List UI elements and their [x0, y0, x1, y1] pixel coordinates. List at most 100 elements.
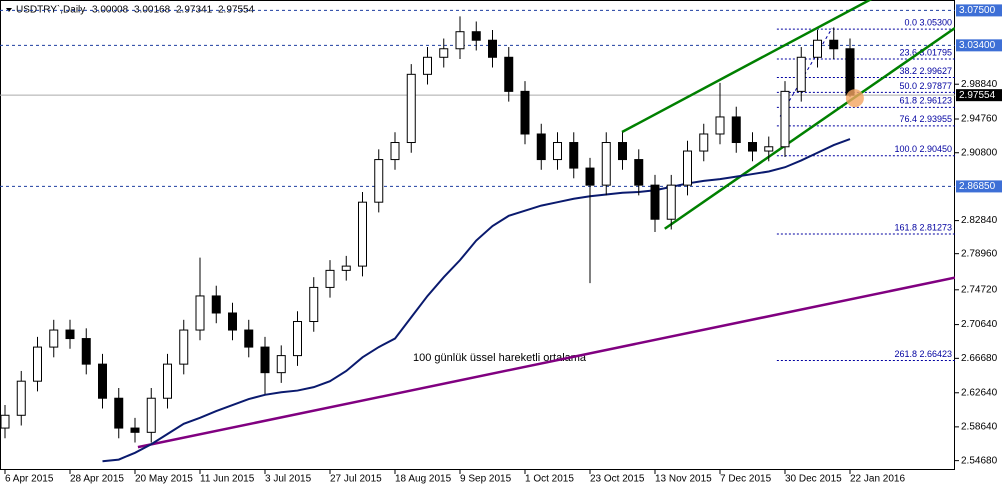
level-label: 3.07500	[959, 5, 996, 16]
y-tick-label: 2.98840	[961, 79, 998, 90]
candle-body	[374, 159, 384, 203]
ema-line	[102, 138, 851, 463]
fib-label: 76.4 2.93955	[899, 114, 952, 124]
x-tick-label: 6 Apr 2015	[5, 474, 54, 485]
candle-body	[228, 312, 237, 331]
candle-body	[309, 286, 319, 323]
fib-label: 0.0 3.05300	[904, 18, 952, 28]
candle-body	[520, 90, 530, 135]
candle-body	[455, 31, 465, 50]
fib-label: 61.8 2.96123	[899, 96, 952, 106]
last-price-box	[956, 89, 1002, 102]
trendline	[621, 0, 873, 134]
candle-body	[195, 295, 205, 331]
y-tick-label: 2.58640	[961, 422, 998, 433]
plot: 0.0 3.05300 23.6 3.01795 38.2 2.99627 50.0 …	[0, 0, 955, 463]
candle-body	[845, 48, 855, 96]
candle-body	[81, 338, 91, 365]
fib-label: 23.6 3.01795	[899, 47, 952, 57]
candle-body	[16, 380, 26, 416]
fib-label: 38.2 2.99627	[899, 66, 952, 76]
x-tick-label: 27 Jul 2015	[330, 474, 382, 485]
candle-body	[585, 167, 595, 186]
candle-body	[601, 142, 611, 186]
x-tick-label: 11 Jun 2015	[200, 474, 255, 485]
candle-body	[423, 56, 432, 75]
candle-body	[211, 295, 221, 314]
candle-body	[666, 184, 676, 220]
candle-body	[715, 116, 725, 135]
candle-body	[764, 146, 774, 152]
candle-body	[504, 56, 514, 92]
x-tick-label: 9 Sep 2015	[460, 474, 512, 485]
fib-label: 100.0 2.90450	[894, 144, 952, 154]
y-tick-label: 2.78960	[961, 248, 998, 259]
x-tick-label: 7 Dec 2015	[720, 474, 772, 485]
x-tick-label: 3 Jul 2015	[265, 474, 312, 485]
candle-body	[553, 142, 562, 161]
candle-body	[49, 329, 59, 348]
level-label: 3.03400	[959, 40, 996, 51]
fib-label: 261.8 2.66423	[894, 349, 952, 359]
trendline	[137, 276, 955, 449]
candle-body	[731, 116, 741, 144]
x-tick-label: 20 May 2015	[135, 474, 193, 485]
candle-body	[341, 265, 351, 271]
candle-body	[244, 329, 254, 348]
annotation: 100 günlük üssel hareketli ortalama	[413, 352, 587, 364]
plot-frame	[0, 0, 955, 470]
y-tick-label: 2.94760	[961, 114, 998, 125]
candle-body	[748, 142, 757, 152]
candle-body	[293, 321, 302, 357]
y-tick-label: 2.82840	[961, 215, 998, 226]
candle-body	[98, 363, 107, 399]
fib-label: 50.0 2.97877	[899, 81, 952, 91]
level-box	[956, 180, 1002, 193]
candle-body	[65, 329, 75, 340]
candle-body	[260, 346, 270, 374]
candle-body	[114, 397, 124, 429]
candle-body	[780, 90, 790, 148]
trendline	[779, 27, 833, 117]
level-box	[956, 39, 1002, 52]
last-price-label: 2.97554	[959, 90, 996, 101]
x-tick-label: 1 Oct 2015	[525, 474, 574, 485]
candle-body	[536, 133, 546, 161]
x-tick-label: 28 Apr 2015	[70, 474, 124, 485]
candle-body	[146, 397, 156, 433]
x-tick-label: 30 Dec 2015	[785, 474, 842, 485]
fib-label: 161.8 2.81273	[894, 222, 952, 232]
candle-body	[163, 363, 172, 399]
candle-body	[699, 133, 709, 152]
candle-body	[358, 201, 367, 267]
candle-body	[683, 150, 692, 186]
highlight	[845, 89, 864, 108]
x-tick-label: 18 Aug 2015	[395, 474, 452, 485]
candle-body	[130, 427, 140, 433]
candle-body	[569, 142, 579, 169]
candle-body	[488, 39, 497, 58]
y-tick-label: 2.74720	[961, 284, 998, 295]
x-tick-label: 13 Nov 2015	[655, 474, 712, 485]
level-label: 2.86850	[959, 181, 996, 192]
candle-body	[618, 142, 627, 161]
trendline	[664, 27, 955, 230]
candle-body	[33, 346, 42, 382]
candle-body	[406, 73, 416, 144]
candle-body	[325, 269, 335, 288]
y-tick-label: 2.54680	[961, 455, 998, 466]
x-tick-label: 22 Jan 2016	[850, 474, 905, 485]
candle-body	[650, 184, 660, 220]
candle-body	[471, 31, 481, 41]
candle-body	[276, 355, 286, 374]
y-tick-label: 2.90800	[961, 147, 998, 158]
candle-body	[390, 142, 400, 161]
candle-body	[179, 329, 189, 365]
y-tick-label: 2.70640	[961, 319, 998, 330]
candle-body	[634, 159, 644, 186]
price-axis: 2.98840 2.94760 2.90800 2.82840 2.78960 2.747…	[955, 4, 1002, 466]
candle-body	[439, 48, 449, 58]
symbol: USDTRY`,Daily	[16, 4, 85, 16]
candle-body	[0, 414, 10, 429]
